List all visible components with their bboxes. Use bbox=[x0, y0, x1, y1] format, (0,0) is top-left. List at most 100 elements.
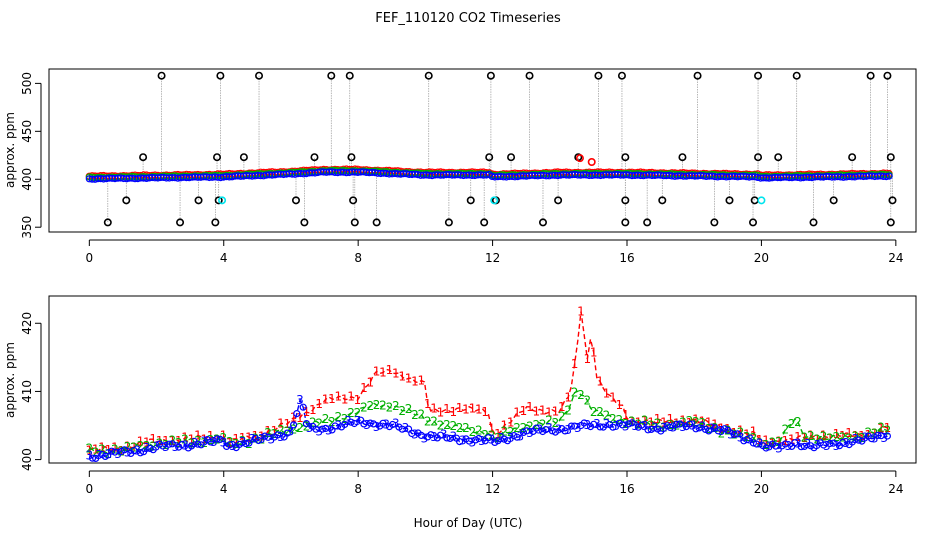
outlier-point bbox=[886, 153, 895, 162]
series-marker-1: 1 bbox=[469, 401, 477, 415]
outlier-point-low bbox=[176, 218, 185, 227]
series-marker-3: 3 bbox=[641, 419, 649, 433]
series-marker-1: 1 bbox=[398, 370, 406, 384]
outlier-point bbox=[139, 153, 148, 162]
outlier-point-high bbox=[866, 71, 875, 80]
series-marker-3: 3 bbox=[698, 420, 706, 434]
series-marker-2: 2 bbox=[647, 418, 655, 432]
series-marker-3: 3 bbox=[267, 432, 275, 446]
series-ring-3 bbox=[436, 431, 445, 439]
series-ring-3 bbox=[829, 439, 837, 447]
series-ring-3 bbox=[494, 437, 502, 445]
x-tick-label: 8 bbox=[354, 251, 362, 265]
series-ring-3 bbox=[290, 421, 298, 429]
series-marker-1: 1 bbox=[666, 412, 674, 426]
x-tick-label: 4 bbox=[220, 482, 228, 496]
series-marker-1: 1 bbox=[251, 429, 259, 443]
series-marker-2: 2 bbox=[577, 388, 585, 402]
series-marker-2: 2 bbox=[366, 399, 374, 413]
series-marker-3: 3 bbox=[622, 419, 630, 433]
bottom-series-lines bbox=[88, 311, 888, 460]
series-marker-2: 2 bbox=[641, 414, 649, 428]
bottom-ylabel: approx. ppm bbox=[3, 342, 17, 418]
outlier-point-low bbox=[749, 218, 758, 227]
series-ring-3 bbox=[475, 434, 483, 443]
y-tick-label: 450 bbox=[20, 120, 34, 143]
series-marker-3: 3 bbox=[181, 439, 189, 453]
series-ring-3 bbox=[168, 440, 176, 448]
series-ring-3 bbox=[542, 426, 550, 434]
series-marker-2: 2 bbox=[660, 421, 668, 435]
series-marker-2: 2 bbox=[405, 402, 413, 416]
outlier-point bbox=[678, 153, 687, 162]
cyan-point bbox=[218, 196, 227, 205]
outlier-point-low bbox=[621, 218, 630, 227]
series-marker-3: 3 bbox=[258, 432, 266, 446]
series-marker-1: 1 bbox=[622, 408, 630, 422]
series-ring-3 bbox=[580, 419, 588, 427]
series-marker-1: 1 bbox=[475, 403, 483, 417]
series-marker-2: 2 bbox=[807, 429, 815, 443]
y-tick-label: 500 bbox=[20, 72, 34, 95]
series-marker-2: 2 bbox=[813, 433, 821, 447]
series-marker-1: 1 bbox=[564, 390, 572, 404]
series-ring-3 bbox=[322, 424, 330, 432]
series-ring-3 bbox=[685, 420, 694, 428]
series-marker-3: 3 bbox=[315, 424, 323, 438]
top-series-points bbox=[85, 71, 897, 227]
series-marker-3: 3 bbox=[392, 417, 400, 431]
series-ring-3 bbox=[637, 421, 646, 429]
series-marker-2: 2 bbox=[92, 446, 100, 460]
series-marker-2: 2 bbox=[654, 417, 662, 431]
series-marker-2: 2 bbox=[296, 421, 304, 435]
series-marker-2: 2 bbox=[871, 426, 879, 440]
series-marker-2: 2 bbox=[724, 423, 732, 437]
series-ring-3 bbox=[146, 444, 154, 452]
series-marker-3: 3 bbox=[813, 438, 821, 452]
series-marker-1: 1 bbox=[635, 416, 643, 430]
series-ring-3 bbox=[366, 419, 374, 427]
series-marker-2: 2 bbox=[449, 419, 457, 433]
y-tick-label: 350 bbox=[20, 216, 34, 239]
series-ring-3 bbox=[781, 440, 789, 448]
series-marker-2: 2 bbox=[398, 404, 406, 418]
series-ring-3 bbox=[92, 454, 100, 462]
series-marker-1: 1 bbox=[226, 436, 234, 450]
series-marker-2: 2 bbox=[571, 386, 579, 400]
series-marker-2: 2 bbox=[558, 409, 566, 423]
series-marker-2: 2 bbox=[386, 401, 394, 415]
series-marker-1: 1 bbox=[756, 433, 764, 447]
series-marker-1: 1 bbox=[539, 404, 547, 418]
series-ring-3 bbox=[791, 439, 799, 447]
series-marker-2: 2 bbox=[475, 424, 483, 438]
series-marker-3: 3 bbox=[133, 443, 141, 457]
series-marker-3: 3 bbox=[459, 434, 467, 448]
series-marker-3: 3 bbox=[516, 430, 524, 444]
outlier-point bbox=[848, 153, 857, 162]
series-ring-3 bbox=[465, 437, 473, 445]
series-marker-1: 1 bbox=[360, 381, 368, 395]
series-ring-3 bbox=[819, 441, 828, 449]
series-marker-2: 2 bbox=[469, 425, 477, 439]
series-ring-3 bbox=[628, 419, 636, 427]
series-marker-2: 2 bbox=[354, 406, 362, 420]
outlier-point bbox=[774, 153, 783, 162]
outlier-point bbox=[310, 153, 319, 162]
series-marker-1: 1 bbox=[98, 440, 106, 454]
data-point-ring bbox=[885, 172, 893, 180]
series-marker-1: 1 bbox=[545, 405, 553, 419]
series-ring-3 bbox=[867, 435, 876, 443]
series-marker-2: 2 bbox=[181, 432, 189, 446]
series-marker-2: 2 bbox=[481, 428, 489, 442]
series-marker-2: 2 bbox=[328, 415, 336, 429]
series-marker-1: 1 bbox=[111, 440, 119, 454]
x-axis-label: Hour of Day (UTC) bbox=[414, 516, 523, 530]
x-tick-label: 24 bbox=[888, 251, 903, 265]
outlier-point-high bbox=[594, 71, 603, 80]
series-marker-1: 1 bbox=[194, 428, 202, 442]
outlier-point bbox=[621, 196, 630, 205]
series-marker-2: 2 bbox=[283, 424, 291, 438]
series-ring-3 bbox=[567, 422, 576, 430]
series-marker-1: 1 bbox=[449, 405, 457, 419]
